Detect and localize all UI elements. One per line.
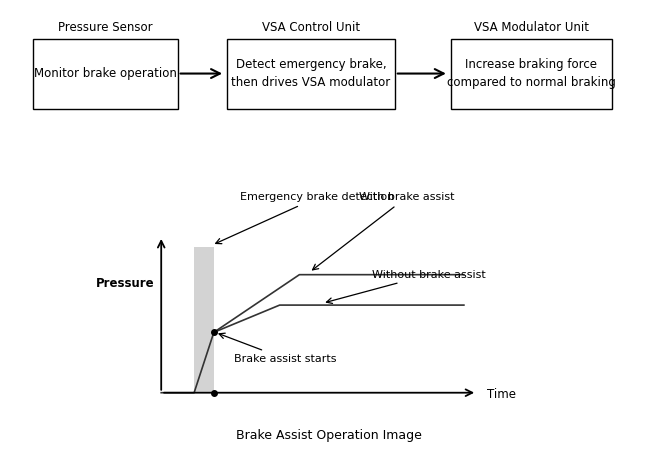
FancyBboxPatch shape — [451, 39, 612, 109]
Text: Pressure: Pressure — [96, 277, 155, 290]
FancyBboxPatch shape — [33, 39, 178, 109]
Text: Brake Assist Operation Image: Brake Assist Operation Image — [236, 429, 422, 442]
Bar — [194, 247, 214, 393]
Text: Without brake assist: Without brake assist — [326, 270, 486, 303]
Text: Increase braking force
compared to normal braking: Increase braking force compared to norma… — [447, 58, 616, 89]
Text: Detect emergency brake,
then drives VSA modulator: Detect emergency brake, then drives VSA … — [231, 58, 391, 89]
Text: Monitor brake operation: Monitor brake operation — [34, 67, 177, 80]
Text: Brake assist starts: Brake assist starts — [219, 333, 336, 364]
FancyBboxPatch shape — [227, 39, 395, 109]
Text: Pressure Sensor: Pressure Sensor — [58, 21, 153, 34]
Text: VSA Control Unit: VSA Control Unit — [262, 21, 360, 34]
Text: VSA Modulator Unit: VSA Modulator Unit — [474, 21, 589, 34]
Text: Emergency brake detection: Emergency brake detection — [216, 192, 394, 244]
Text: Time: Time — [487, 389, 516, 401]
Text: With brake assist: With brake assist — [313, 192, 454, 270]
